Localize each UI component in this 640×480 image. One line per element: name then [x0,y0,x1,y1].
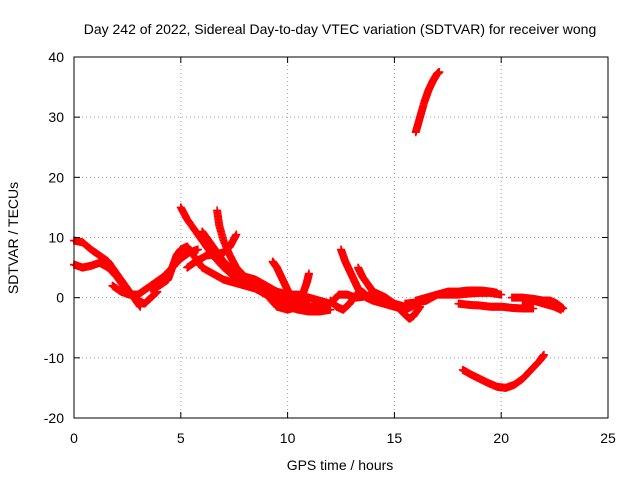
x-tick-label: 20 [493,430,509,446]
data-point [497,290,506,299]
data-point [304,269,313,278]
series-track-19 [411,68,444,137]
series-track-20 [458,350,548,392]
x-tick-label: 5 [177,430,185,446]
x-tick-label: 0 [70,430,78,446]
series-track-12 [354,263,425,323]
y-tick-label: -20 [44,410,64,426]
plot-marks [70,68,568,392]
y-tick-label: 20 [48,169,64,185]
data-point [539,350,548,359]
y-tick-label: 40 [48,49,64,65]
data-point [364,293,373,302]
y-axis-label: SDTVAR / TECUs [5,182,21,294]
data-point [492,288,501,297]
data-point [193,245,202,254]
data-point [435,68,444,77]
data-point [232,230,241,239]
data-point [529,304,538,313]
x-tick-label: 25 [600,430,616,446]
ticks: 0 5 10 15 20 25 -20 -10 0 10 20 30 40 [44,49,616,446]
x-axis-label: GPS time / hours [287,457,394,473]
chart-title: Day 242 of 2022, Sidereal Day-to-day VTE… [84,21,597,37]
y-tick-label: -10 [44,350,64,366]
y-tick-label: 10 [48,230,64,246]
series-track-13 [326,287,373,314]
y-tick-label: 30 [48,109,64,125]
series-track-15 [411,286,501,305]
data-point [557,305,566,314]
y-tick-label: 0 [56,290,64,306]
x-tick-label: 10 [280,430,296,446]
series-track-18 [518,296,566,314]
series-track-16 [454,299,538,313]
x-tick-label: 15 [387,430,403,446]
